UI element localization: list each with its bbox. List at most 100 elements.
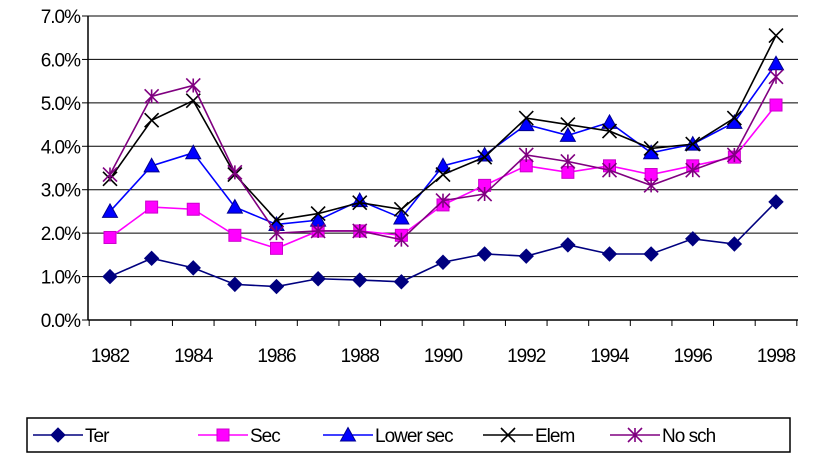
data-point-ter: [685, 231, 701, 247]
data-point-ter: [518, 248, 534, 264]
data-point-elem: [601, 123, 618, 139]
data-point-no-sch: [144, 88, 160, 104]
data-point-ter: [476, 246, 493, 262]
series-line-ter: [109, 201, 777, 288]
data-point-no-sch: [643, 177, 659, 193]
x-tick-label: 1992: [507, 346, 546, 367]
x-tick-label: 1984: [174, 346, 214, 367]
y-tick-label: 0.0%: [41, 311, 81, 332]
data-point-elem: [435, 166, 451, 183]
data-point-no-sch: [393, 232, 409, 248]
data-point-no-sch: [435, 193, 451, 209]
data-point-ter: [768, 194, 784, 210]
y-tick-label: 5.0%: [41, 94, 81, 115]
data-point-sec: [769, 98, 783, 112]
data-point-ter: [643, 246, 659, 262]
data-point-no-sch: [268, 225, 285, 241]
data-point-elem: [393, 201, 409, 217]
data-point-elem: [685, 136, 701, 152]
data-point-lower-sec: [143, 157, 160, 173]
x-tick-label: 1982: [91, 346, 130, 367]
y-tick-label: 1.0%: [41, 268, 81, 289]
data-point-lower-sec: [434, 157, 452, 173]
data-point-lower-sec: [517, 116, 535, 132]
data-point-elem: [268, 212, 285, 228]
data-point-lower-sec: [101, 202, 119, 218]
series-ter: [102, 194, 784, 295]
data-point-ter: [185, 260, 201, 276]
series-line-elem: [109, 35, 777, 221]
data-point-no-sch: [102, 166, 118, 183]
data-point-elem: [310, 206, 326, 222]
data-point-elem: [768, 27, 784, 44]
data-point-ter: [560, 237, 576, 253]
data-point-elem: [144, 112, 160, 128]
data-point-ter: [143, 250, 160, 267]
data-point-elem: [518, 110, 534, 126]
data-point-elem: [726, 110, 742, 126]
data-point-sec: [228, 228, 242, 242]
legend-marker: [216, 428, 230, 442]
data-point-sec: [186, 202, 200, 216]
legend-marker: [500, 427, 516, 443]
legend-entry-sec: Sec: [198, 426, 281, 447]
series-group: [101, 27, 785, 295]
data-point-sec: [103, 230, 117, 244]
data-point-no-sch: [768, 69, 784, 85]
data-point-ter: [268, 278, 285, 295]
x-tick-label: 1988: [341, 346, 380, 367]
legend-label: Elem: [535, 426, 574, 447]
data-point-lower-sec: [393, 209, 410, 225]
data-point-ter: [601, 246, 618, 262]
legend-entry-no-sch: No sch: [610, 426, 717, 447]
data-point-no-sch: [560, 153, 576, 170]
y-tick-labels: 0.0% 1.0% 2.0% 3.0% 4.0% 5.0% 6.0% 7.0%: [41, 7, 82, 332]
x-tick-labels: 1982 1984 1986 1988 1990 1992 1994 1996 1998: [91, 346, 797, 367]
data-point-no-sch: [352, 223, 368, 239]
data-point-lower-sec: [559, 126, 577, 142]
data-point-sec: [145, 200, 159, 214]
legend-box: [26, 417, 791, 453]
legend-entry-elem: Elem: [483, 426, 575, 447]
y-tick-label: 3.0%: [41, 181, 81, 202]
x-tick-label: 1998: [757, 346, 796, 367]
x-tick-label: 1990: [424, 346, 463, 367]
y-tick-label: 6.0%: [41, 50, 81, 71]
data-point-elem: [477, 149, 493, 165]
legend-label: Lower sec: [375, 426, 453, 447]
legend-marker: [50, 427, 66, 443]
data-point-ter: [435, 254, 451, 270]
data-point-ter: [227, 276, 243, 293]
data-point-ter: [310, 271, 326, 287]
data-point-no-sch: [310, 223, 326, 239]
data-point-no-sch: [726, 147, 742, 163]
data-point-no-sch: [227, 164, 243, 180]
x-tick-label: 1996: [674, 346, 713, 367]
y-tick-label: 2.0%: [41, 224, 81, 245]
series-no-sch: [102, 69, 784, 248]
axes: [82, 15, 798, 326]
data-point-no-sch: [477, 186, 493, 202]
data-point-no-sch: [185, 77, 201, 94]
legend-entry-ter: Ter: [33, 426, 111, 447]
x-tick-label: 1994: [590, 346, 630, 367]
data-point-elem: [352, 195, 368, 211]
data-point-lower-sec: [767, 55, 785, 71]
series-elem: [102, 27, 784, 228]
data-point-no-sch: [518, 147, 534, 163]
y-tick-label: 7.0%: [41, 7, 81, 28]
data-point-no-sch: [685, 162, 701, 178]
x-tick-label: 1986: [257, 346, 296, 367]
legend-marker: [627, 427, 643, 443]
legend-marker: [339, 426, 357, 442]
legend-entry-lower-sec: Lower sec: [323, 426, 454, 447]
data-point-no-sch: [601, 162, 618, 178]
legend: Ter Sec Lower sec Elem No sch: [26, 417, 791, 453]
legend-label: Ter: [85, 426, 110, 447]
legend-label: Sec: [250, 426, 280, 447]
gridlines: [88, 15, 798, 278]
data-point-elem: [560, 117, 576, 133]
data-point-ter: [726, 236, 743, 252]
data-point-elem: [643, 140, 659, 157]
